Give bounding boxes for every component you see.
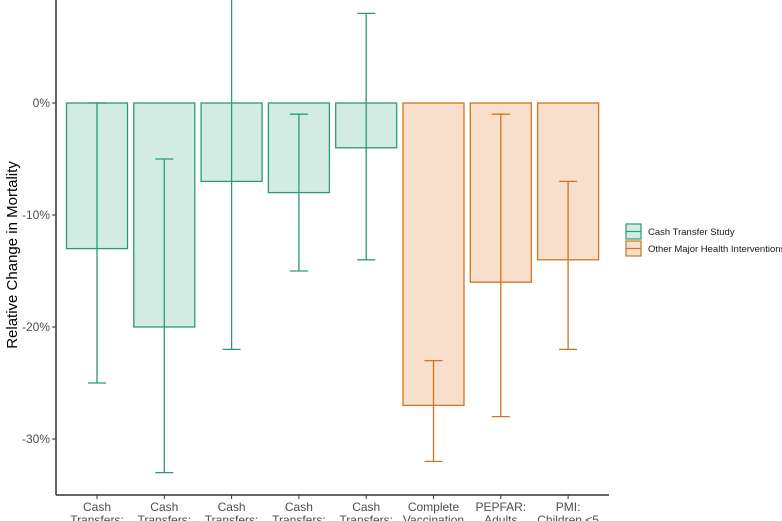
legend-label: Other Major Health Interventions bbox=[648, 244, 782, 255]
x-tick-label: Transfers: bbox=[339, 513, 393, 521]
y-tick-label: -30% bbox=[22, 432, 50, 446]
legend: Cash Transfer Study Other Major Health In… bbox=[625, 223, 782, 257]
x-tick-label: Vaccination bbox=[403, 513, 464, 521]
x-tick-label: Adults bbox=[484, 513, 517, 521]
x-tick-label: Cash bbox=[150, 500, 178, 514]
x-tick-label: Cash bbox=[285, 500, 313, 514]
x-tick-label: Complete bbox=[408, 500, 460, 514]
y-tick-label: -20% bbox=[22, 320, 50, 334]
x-tick-label: Transfers: bbox=[205, 513, 259, 521]
x-tick-label: Children <5 bbox=[537, 513, 599, 521]
y-tick-label: 0% bbox=[33, 96, 51, 110]
x-tick-label: PMI: bbox=[556, 500, 581, 514]
x-tick-label: Transfers: bbox=[70, 513, 124, 521]
bar bbox=[402, 102, 465, 407]
x-tick-label: Cash bbox=[352, 500, 380, 514]
legend-label: Cash Transfer Study bbox=[648, 227, 735, 238]
x-tick-label: Transfers: bbox=[272, 513, 326, 521]
x-tick-label: PEPFAR: bbox=[475, 500, 526, 514]
y-axis-label: Relative Change in Mortality bbox=[4, 161, 21, 349]
x-tick-label: Cash bbox=[218, 500, 246, 514]
x-tick-label: Transfers: bbox=[138, 513, 192, 521]
x-tick-label: Cash bbox=[83, 500, 111, 514]
y-tick-label: -10% bbox=[22, 208, 50, 222]
